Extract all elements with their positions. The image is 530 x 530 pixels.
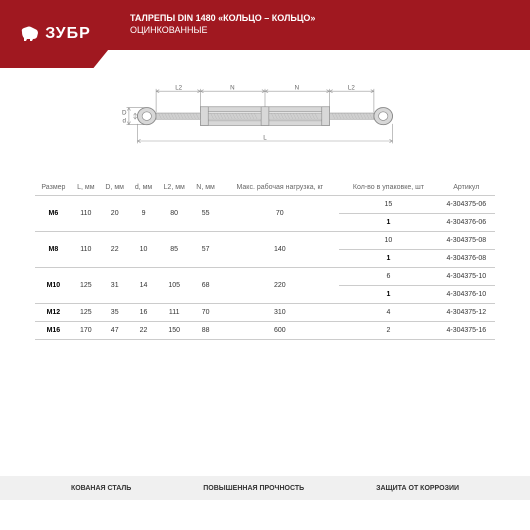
- table-cell: 4-304376-06: [438, 214, 495, 232]
- table-cell: 4-304375-10: [438, 268, 495, 286]
- table-cell: 10: [339, 232, 437, 250]
- table-header-cell: L2, мм: [158, 180, 191, 196]
- table-cell: M12: [35, 304, 72, 322]
- table-cell: 70: [191, 304, 221, 322]
- svg-text:N: N: [295, 85, 300, 92]
- table-cell: 4: [339, 304, 437, 322]
- table-header-cell: D, мм: [100, 180, 130, 196]
- table-cell: 150: [158, 322, 191, 340]
- table-cell: M8: [35, 232, 72, 268]
- table-row: M1212535161117031044-304375-12: [35, 304, 495, 322]
- table-cell: 220: [220, 268, 339, 304]
- table-body: M6110209805570154-304375-0614-304376-06M…: [35, 196, 495, 340]
- table-cell: 47: [100, 322, 130, 340]
- table-cell: 111: [158, 304, 191, 322]
- table-cell: 310: [220, 304, 339, 322]
- table-cell: 4-304375-16: [438, 322, 495, 340]
- table-cell: 1: [339, 250, 437, 268]
- footer: КОВАНАЯ СТАЛЬ ПОВЫШЕННАЯ ПРОЧНОСТЬ ЗАЩИТ…: [0, 476, 530, 500]
- table-cell: 1: [339, 286, 437, 304]
- logo-text: ЗУБР: [45, 25, 91, 43]
- spec-table: РазмерL, ммD, ммd, ммL2, ммN, ммМакс. ра…: [35, 180, 495, 340]
- table-cell: 20: [100, 196, 130, 232]
- table-cell: M6: [35, 196, 72, 232]
- table-row: M811022108557140104-304375-08: [35, 232, 495, 250]
- table-header-cell: d, мм: [130, 180, 158, 196]
- table-cell: 110: [72, 196, 100, 232]
- table-cell: 600: [220, 322, 339, 340]
- table-cell: 57: [191, 232, 221, 268]
- table-cell: 35: [100, 304, 130, 322]
- table-cell: 105: [158, 268, 191, 304]
- table-header-cell: Макс. рабочая нагрузка, кг: [220, 180, 339, 196]
- table-cell: 31: [100, 268, 130, 304]
- table-cell: 1: [339, 214, 437, 232]
- svg-text:L: L: [263, 134, 267, 141]
- svg-text:d: d: [122, 117, 126, 124]
- header: ЗУБР ТАЛРЕПЫ DIN 1480 «КОЛЬЦО – КОЛЬЦО» …: [0, 0, 530, 50]
- table-header-cell: Кол-во в упаковке, шт: [339, 180, 437, 196]
- table-row: M6110209805570154-304375-06: [35, 196, 495, 214]
- table-cell: 4-304375-08: [438, 232, 495, 250]
- table-cell: 10: [130, 232, 158, 268]
- table-cell: 85: [158, 232, 191, 268]
- table-header-row: РазмерL, ммD, ммd, ммL2, ммN, ммМакс. ра…: [35, 180, 495, 196]
- table-header-cell: Размер: [35, 180, 72, 196]
- svg-text:N: N: [230, 85, 235, 92]
- table-cell: 9: [130, 196, 158, 232]
- svg-text:L2: L2: [348, 85, 355, 92]
- table-cell: 22: [130, 322, 158, 340]
- table-cell: 4-304376-10: [438, 286, 495, 304]
- table-cell: 125: [72, 268, 100, 304]
- table-cell: 16: [130, 304, 158, 322]
- table-cell: 125: [72, 304, 100, 322]
- table-cell: 70: [220, 196, 339, 232]
- table-cell: 68: [191, 268, 221, 304]
- footer-feature-3: ЗАЩИТА ОТ КОРРОЗИИ: [376, 485, 459, 492]
- table-cell: M16: [35, 322, 72, 340]
- table-cell: 2: [339, 322, 437, 340]
- table-cell: 110: [72, 232, 100, 268]
- table-cell: 140: [220, 232, 339, 268]
- title-line1: ТАЛРЕПЫ DIN 1480 «КОЛЬЦО – КОЛЬЦО»: [130, 13, 315, 25]
- table-row: M1012531141056822064-304375-10: [35, 268, 495, 286]
- table-cell: 22: [100, 232, 130, 268]
- table-cell: 4-304376-08: [438, 250, 495, 268]
- table-cell: 4-304375-06: [438, 196, 495, 214]
- svg-text:L2: L2: [175, 85, 182, 92]
- table-header-cell: Артикул: [438, 180, 495, 196]
- bison-icon: [19, 24, 41, 44]
- table-cell: 14: [130, 268, 158, 304]
- table-cell: 4-304375-12: [438, 304, 495, 322]
- table-cell: 88: [191, 322, 221, 340]
- turnbuckle-drawing: L2 N N L2: [70, 85, 460, 155]
- table-row: M1617047221508860024-304375-16: [35, 322, 495, 340]
- table-cell: M10: [35, 268, 72, 304]
- table-header-cell: N, мм: [191, 180, 221, 196]
- spec-table-container: РазмерL, ммD, ммd, ммL2, ммN, ммМакс. ра…: [0, 180, 530, 340]
- product-title: ТАЛРЕПЫ DIN 1480 «КОЛЬЦО – КОЛЬЦО» ОЦИНК…: [130, 13, 315, 36]
- brand-logo: ЗУБР: [0, 0, 110, 68]
- table-cell: 55: [191, 196, 221, 232]
- title-line2: ОЦИНКОВАННЫЕ: [130, 25, 315, 37]
- footer-feature-2: ПОВЫШЕННАЯ ПРОЧНОСТЬ: [203, 485, 304, 492]
- table-cell: 15: [339, 196, 437, 214]
- table-cell: 170: [72, 322, 100, 340]
- table-header-cell: L, мм: [72, 180, 100, 196]
- table-cell: 80: [158, 196, 191, 232]
- footer-feature-1: КОВАНАЯ СТАЛЬ: [71, 485, 131, 492]
- svg-text:D: D: [122, 110, 127, 117]
- table-cell: 6: [339, 268, 437, 286]
- technical-diagram: L2 N N L2: [0, 50, 530, 180]
